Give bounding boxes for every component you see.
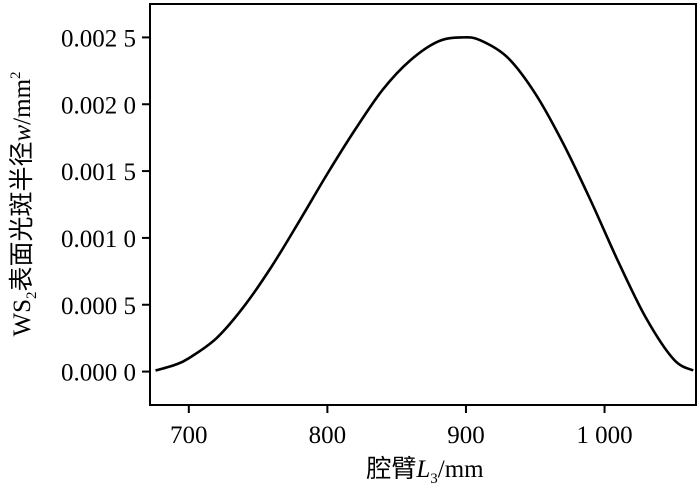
x-axis-title-prefix: 腔臂 [366, 455, 416, 483]
y-axis-title-subscript: 2 [24, 292, 40, 300]
plot-frame [149, 3, 697, 406]
y-axis-title: WS2表面光斑半径w/mm2 [8, 71, 40, 336]
y-axis-title-mid: 表面光斑半径 [8, 142, 36, 292]
x-tick-label: 1 000 [576, 422, 632, 449]
series-layer [155, 35, 694, 372]
y-tick-label: 0.001 5 [61, 159, 136, 186]
x-tick-label: 900 [447, 422, 485, 449]
y-tick-label: 0.002 0 [61, 92, 136, 119]
series-line [155, 35, 694, 372]
y-axis-title-superscript: 2 [8, 71, 24, 79]
x-axis-title-unit: /mm [438, 456, 484, 483]
x-axis-ticks: 700 800 900 1 000 [170, 405, 633, 449]
y-tick-label: 0.000 0 [61, 360, 136, 387]
y-axis-ticks: 0.000 0 0.000 5 0.001 0 0.001 5 0.002 0 0.002… [61, 25, 150, 387]
x-axis-title-subscript: 3 [430, 471, 438, 485]
y-axis-title-pre: WS [9, 299, 36, 337]
x-axis-title: 腔臂L3/mm [366, 455, 484, 485]
y-tick-label: 0.001 0 [61, 226, 136, 253]
y-axis-title-variable: w [9, 125, 36, 142]
y-tick-label: 0.002 5 [61, 25, 136, 52]
y-axis-title-unit: /mm [9, 78, 36, 124]
x-axis-title-variable: L [415, 456, 430, 483]
x-tick-label: 800 [309, 422, 347, 449]
x-tick-label: 700 [170, 422, 208, 449]
y-tick-label: 0.000 5 [61, 293, 136, 320]
